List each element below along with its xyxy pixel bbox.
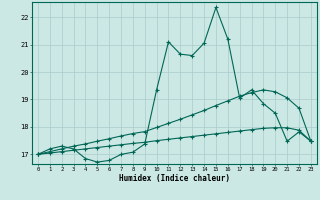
- X-axis label: Humidex (Indice chaleur): Humidex (Indice chaleur): [119, 174, 230, 183]
